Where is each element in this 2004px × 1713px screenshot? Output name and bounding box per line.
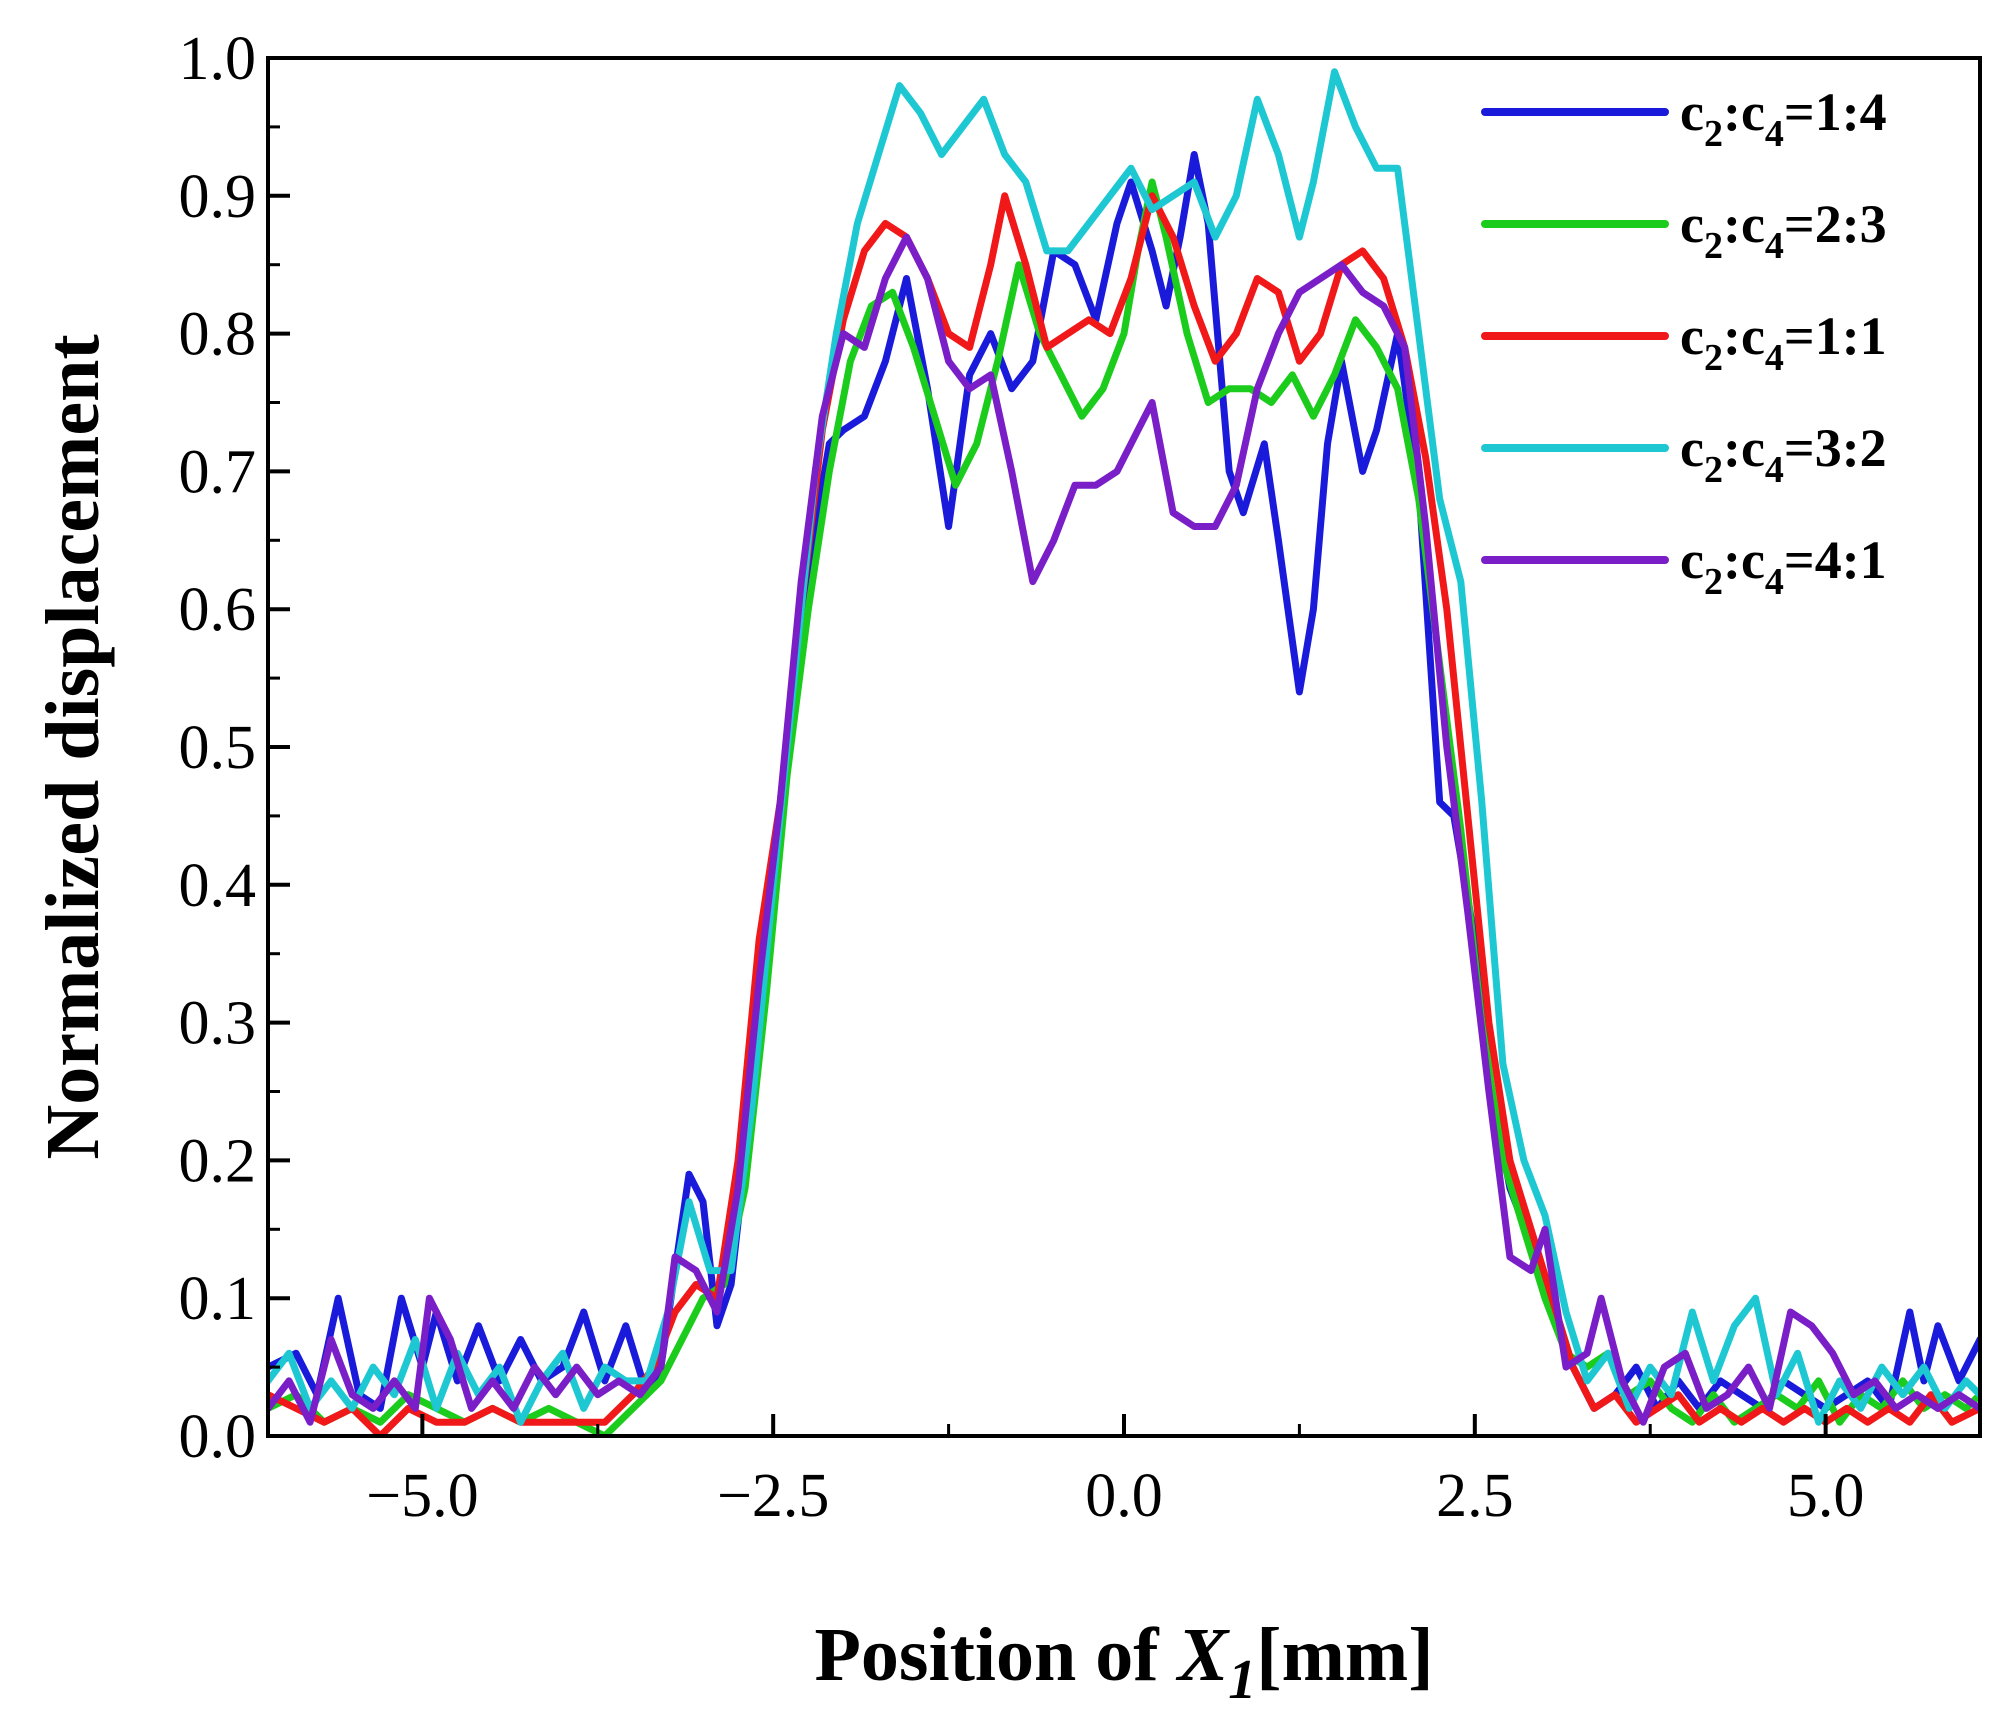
legend-subscript: 4	[1765, 113, 1784, 155]
legend-subscript: 4	[1765, 225, 1784, 267]
series-line-4	[268, 68, 1980, 1426]
y-tick-label: 0.5	[179, 714, 257, 782]
y-tick-label: 0.8	[179, 301, 257, 369]
legend-text-part: =3:2	[1784, 418, 1887, 478]
legend-text-part: c	[1680, 194, 1704, 254]
x-tick-label: 0.0	[1085, 1462, 1163, 1530]
legend-text-part: =2:3	[1784, 194, 1887, 254]
legend-text-part: c	[1680, 306, 1704, 366]
x-tick-label: −2.5	[717, 1462, 829, 1530]
y-tick-label: 0.6	[179, 576, 257, 644]
legend-subscript: 4	[1765, 449, 1784, 491]
legend: c2:c4=1:4c2:c4=2:3c2:c4=1:1c2:c4=3:2c2:c…	[1481, 82, 1887, 603]
series-layer	[268, 68, 1980, 1436]
legend-text-part: c	[1680, 530, 1704, 590]
legend-subscript: 2	[1704, 449, 1723, 491]
legend-subscript: 2	[1704, 113, 1723, 155]
legend-subscript: 2	[1704, 225, 1723, 267]
x-axis-title-prefix: Position of	[814, 1613, 1177, 1697]
y-tick-label: 0.4	[179, 852, 257, 920]
x-tick-label: −5.0	[366, 1462, 478, 1530]
x-axis-title: Position of X1[mm]	[814, 1613, 1433, 1711]
x-tick-label: 2.5	[1436, 1462, 1514, 1530]
x-axis-title-variable: X	[1176, 1613, 1231, 1697]
legend-text-part: c	[1680, 418, 1704, 478]
y-tick-label: 0.7	[179, 438, 257, 506]
series-line-3	[268, 192, 1980, 1436]
y-tick-label: 0.0	[179, 1403, 257, 1471]
x-tick-label: 5.0	[1787, 1462, 1865, 1530]
legend-text-part: :c	[1723, 194, 1765, 254]
legend-text-part: =4:1	[1784, 530, 1887, 590]
y-tick-label: 0.3	[179, 990, 257, 1058]
legend-text-part: c	[1680, 82, 1704, 142]
plot-frame	[266, 56, 1982, 1438]
legend-subscript: 4	[1765, 561, 1784, 603]
legend-subscript: 2	[1704, 561, 1723, 603]
legend-text-part: :c	[1723, 418, 1765, 478]
legend-entry-3: c2:c4=1:1	[1680, 306, 1887, 379]
legend-subscript: 2	[1704, 337, 1723, 379]
x-axis-title-suffix: [mm]	[1256, 1613, 1433, 1697]
legend-text-part: :c	[1723, 530, 1765, 590]
y-axis-title: Normalized displacement	[31, 334, 115, 1159]
legend-entry-4: c2:c4=3:2	[1680, 418, 1887, 491]
x-axis-title-subscript: 1	[1228, 1649, 1256, 1711]
legend-subscript: 4	[1765, 337, 1784, 379]
legend-text-part: :c	[1723, 82, 1765, 142]
legend-text-part: =1:1	[1784, 306, 1887, 366]
series-line-2	[268, 178, 1980, 1436]
y-tick-label: 0.1	[179, 1265, 257, 1333]
y-tick-label: 0.9	[179, 163, 257, 231]
legend-text-part: =1:4	[1784, 82, 1887, 142]
y-tick-label: 1.0	[179, 25, 257, 93]
series-line-5	[268, 233, 1980, 1426]
legend-text-part: :c	[1723, 306, 1765, 366]
legend-entry-2: c2:c4=2:3	[1680, 194, 1887, 267]
legend-entry-5: c2:c4=4:1	[1680, 530, 1887, 603]
tick-layer: −5.0 −2.5 0.0 2.5 5.0 0.0 0.1 0.2 0.3 0.4 0.5 0.6 0.…	[179, 25, 1865, 1530]
legend-entry-1: c2:c4=1:4	[1680, 82, 1887, 155]
y-tick-label: 0.2	[179, 1127, 257, 1195]
